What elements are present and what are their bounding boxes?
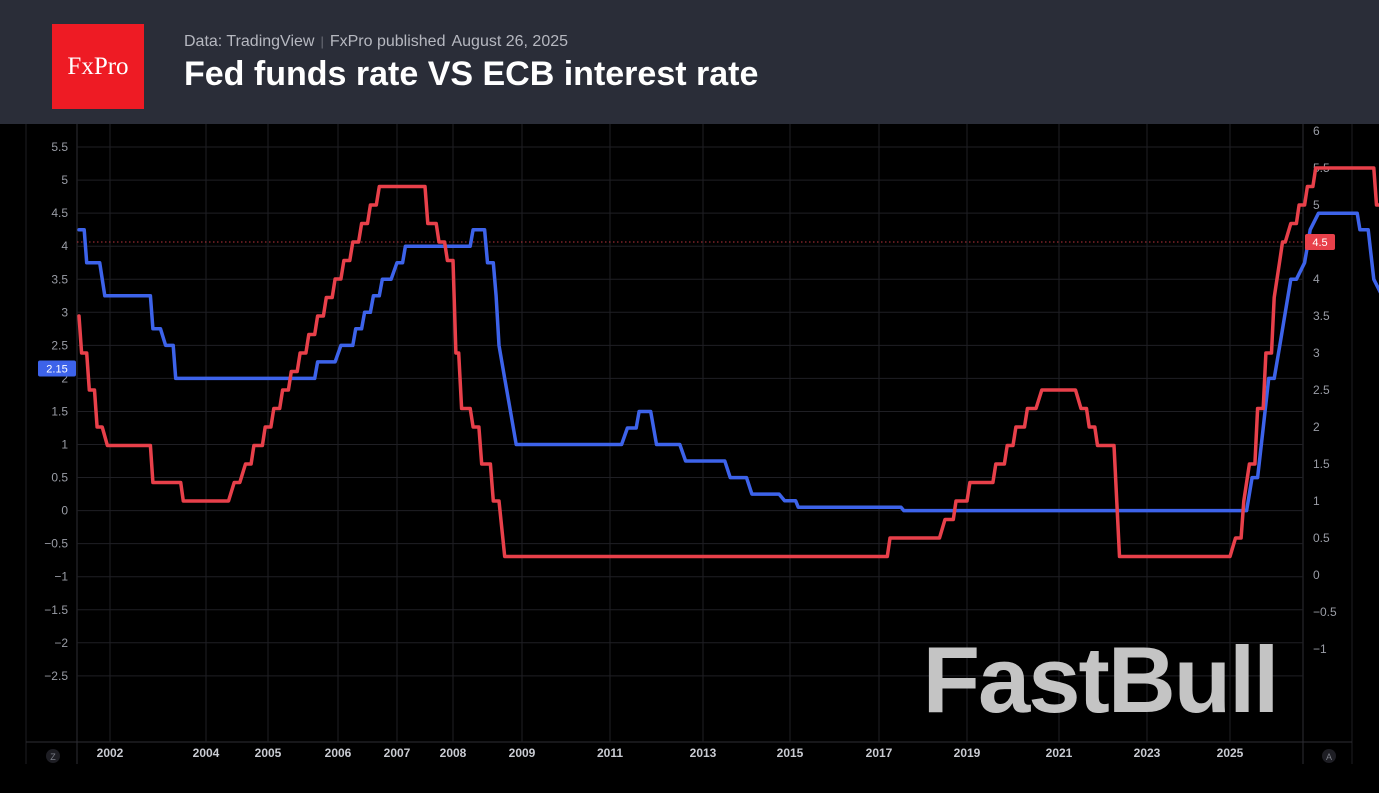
right-tick-label: −0.5: [1313, 605, 1337, 619]
left-tick-label: 5: [61, 173, 68, 187]
left-tick-label: 3: [61, 305, 68, 319]
scale-toggle-left: [46, 749, 60, 763]
left-tick-label: 5.5: [51, 140, 68, 154]
right-tick-label: −1: [1313, 642, 1327, 656]
right-tick-label: 1.5: [1313, 457, 1330, 471]
right-tick-label: 0: [1313, 568, 1320, 582]
scale-toggle-right: [1322, 749, 1336, 763]
x-tick-label: 2017: [866, 746, 893, 760]
publish-date: August 26, 2025: [451, 33, 569, 50]
x-tick-label: 2021: [1046, 746, 1073, 760]
header-meta: Data: TradingView | FxPro published August …: [184, 33, 568, 51]
left-tick-label: 1: [61, 438, 68, 452]
fastbull-watermark: FastBull: [923, 627, 1278, 732]
x-tick-label: 2025: [1217, 746, 1244, 760]
right-tick-label: 3.5: [1313, 309, 1330, 323]
left-tick-label: −1: [54, 570, 68, 584]
fed-value-badge: [1305, 234, 1335, 250]
chart-area[interactable]: 6.565.554.543.532.521.510.50−0.5−1−1.5−2…: [0, 50, 1379, 788]
x-tick-label: 2004: [193, 746, 220, 760]
x-tick-label: 2015: [777, 746, 804, 760]
left-tick-label: 3.5: [51, 272, 68, 286]
x-tick-label: 2023: [1134, 746, 1161, 760]
header-bar: FxPro Data: TradingView | FxPro published A…: [0, 0, 1379, 124]
left-tick-label: 0: [61, 504, 68, 518]
publisher: FxPro published: [329, 33, 446, 50]
x-tick-label: 2013: [690, 746, 717, 760]
right-tick-label: 6: [1313, 124, 1320, 138]
left-tick-label: −2.5: [44, 669, 68, 683]
ecb-value-badge: [38, 360, 76, 377]
x-tick-label: 2011: [597, 746, 623, 760]
x-tick-label: 2007: [384, 746, 411, 760]
left-tick-label: −1.5: [44, 603, 68, 617]
ecb-value-badge-text: 2.15: [46, 363, 67, 375]
left-tick-label: 2.5: [51, 338, 68, 352]
right-tick-label: 2: [1313, 420, 1320, 434]
fxpro-logo: FxPro: [52, 24, 144, 109]
scale-toggle-left-label: Z: [50, 752, 56, 762]
fed-funds-line: [77, 166, 1379, 559]
left-tick-label: −0.5: [44, 537, 68, 551]
right-tick-label: 5: [1313, 198, 1320, 212]
x-tick-label: 2019: [954, 746, 981, 760]
left-tick-label: −2: [54, 636, 68, 650]
chart-svg[interactable]: 6.565.554.543.532.521.510.50−0.5−1−1.5−2…: [0, 50, 1379, 788]
left-tick-label: 2: [61, 371, 68, 385]
meta-separator: |: [320, 34, 324, 49]
left-tick-label: 4: [61, 239, 68, 253]
right-tick-label: 4: [1313, 272, 1320, 286]
scale-toggle-right-label: A: [1326, 752, 1332, 762]
right-tick-label: 2.5: [1313, 383, 1330, 397]
chart-title: Fed funds rate VS ECB interest rate: [184, 55, 759, 93]
x-tick-label: 2006: [325, 746, 352, 760]
left-tick-label: 4.5: [51, 206, 68, 220]
x-tick-label: 2002: [97, 746, 124, 760]
left-tick-label: 0.5: [51, 471, 68, 485]
right-tick-label: 0.5: [1313, 531, 1330, 545]
ecb-rate-line: [77, 211, 1379, 513]
left-tick-label: 1.5: [51, 404, 68, 418]
x-tick-label: 2005: [255, 746, 282, 760]
data-source: Data: TradingView: [184, 33, 315, 50]
right-tick-label: 3: [1313, 346, 1320, 360]
x-tick-label: 2009: [509, 746, 536, 760]
fed-value-badge-text: 4.5: [1312, 237, 1327, 249]
x-tick-label: 2008: [440, 746, 467, 760]
right-tick-label: 1: [1313, 494, 1320, 508]
